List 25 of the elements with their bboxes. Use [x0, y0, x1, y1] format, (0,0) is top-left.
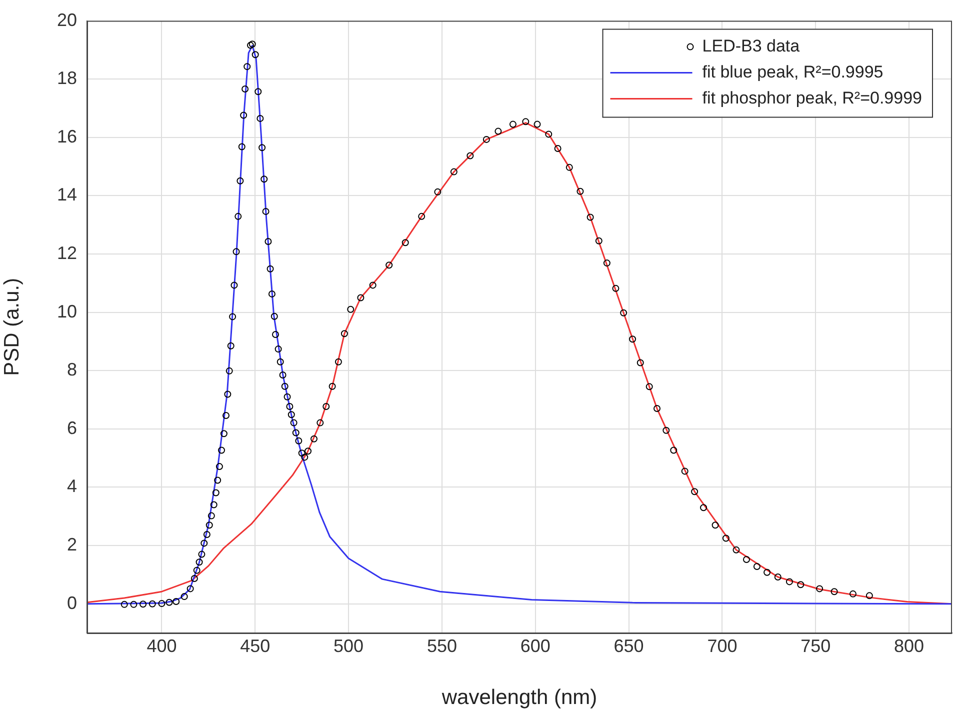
y-axis-title: PSD (a.u.) — [0, 278, 24, 376]
x-tick-label: 750 — [800, 636, 831, 656]
y-tick-label: 2 — [66, 534, 77, 555]
y-tick-label: 18 — [56, 68, 77, 88]
y-tick-label: 0 — [66, 592, 77, 613]
x-tick-label: 650 — [614, 636, 644, 656]
x-tick-label: 800 — [894, 636, 924, 656]
x-tick-label: 400 — [146, 636, 177, 656]
x-tick-label: 700 — [707, 636, 738, 656]
legend-label: fit phosphor peak, R²=0.9999 — [702, 88, 922, 108]
y-tick-label: 10 — [56, 301, 77, 322]
y-tick-label: 16 — [56, 126, 77, 146]
x-tick-label: 500 — [334, 636, 364, 656]
y-tick-label: 14 — [56, 184, 77, 205]
x-tick-label: 450 — [240, 636, 270, 656]
y-tick-label: 6 — [66, 418, 77, 438]
y-tick-label: 8 — [66, 360, 77, 380]
y-tick-label: 12 — [56, 242, 77, 263]
legend-label: LED-B3 data — [702, 36, 800, 56]
x-tick-label: 600 — [520, 636, 550, 656]
legend-label: fit blue peak, R²=0.9995 — [702, 62, 884, 82]
x-axis-title: wavelength (nm) — [440, 686, 598, 710]
y-tick-label: 4 — [66, 476, 77, 496]
y-tick-label: 20 — [56, 10, 77, 30]
x-tick-label: 550 — [426, 636, 457, 656]
